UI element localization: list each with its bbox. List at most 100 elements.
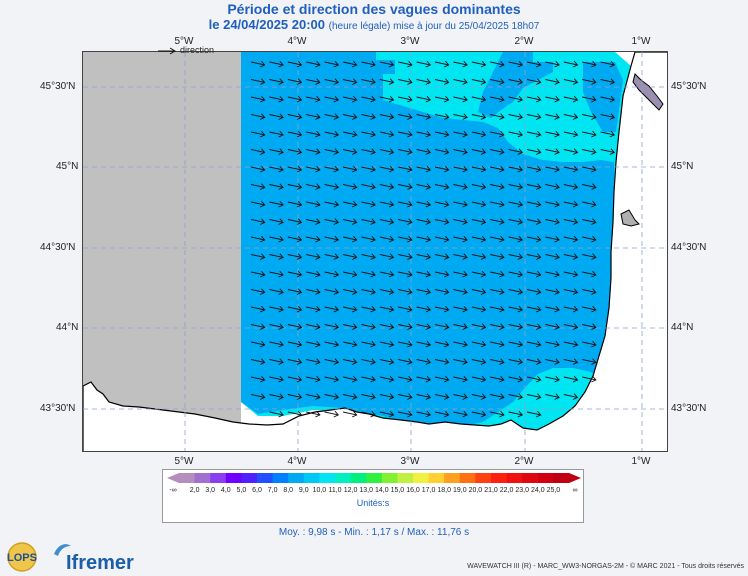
wave-direction-arrow	[250, 253, 266, 260]
wave-direction-arrow	[453, 60, 468, 68]
wave-direction-arrow	[545, 375, 560, 383]
wave-direction-arrow	[434, 288, 450, 295]
date-note: (heure légale) mise à jour du 25/04/2025…	[328, 21, 540, 32]
wave-direction-arrow	[361, 253, 376, 260]
wave-direction-arrow	[269, 358, 284, 365]
wave-direction-arrow	[563, 113, 579, 120]
wave-direction-arrow	[490, 410, 505, 418]
wave-direction-arrow	[379, 183, 395, 190]
wave-direction-arrow	[379, 200, 395, 208]
grey-zone	[83, 52, 241, 451]
lat-label-left: 45°30'N	[40, 81, 76, 92]
wave-direction-arrow	[434, 148, 450, 155]
wave-direction-arrow	[361, 183, 376, 190]
wave-direction-arrow	[398, 235, 413, 243]
wave-direction-arrow	[342, 393, 358, 400]
wave-direction-arrow	[342, 200, 358, 208]
wave-direction-arrow	[306, 148, 321, 155]
wave-direction-arrow	[306, 78, 321, 85]
wave-direction-arrow	[545, 253, 560, 260]
wave-direction-arrow	[379, 253, 395, 260]
wave-direction-arrow	[508, 78, 524, 85]
wave-direction-arrow	[361, 358, 376, 365]
lat-label-left: 44°30'N	[40, 242, 76, 253]
wave-direction-arrow	[508, 375, 524, 383]
colorbar-segment	[335, 473, 352, 483]
colorbar-segment	[350, 473, 367, 483]
wave-direction-arrow	[416, 253, 432, 260]
wave-direction-arrow	[361, 130, 376, 138]
wave-direction-arrow	[526, 375, 542, 383]
wave-direction-arrow	[453, 410, 468, 418]
wave-direction-arrow	[471, 113, 487, 120]
wave-map[interactable]	[82, 51, 668, 452]
wave-direction-arrow	[600, 78, 616, 85]
wave-direction-arrow	[342, 340, 358, 348]
colorbar-tick-label: 20,0	[468, 487, 483, 494]
wave-direction-arrow	[563, 340, 579, 348]
wave-direction-arrow	[324, 78, 340, 85]
wave-direction-arrow	[471, 288, 487, 295]
wave-direction-arrow	[250, 375, 266, 383]
wave-direction-arrow	[434, 60, 450, 68]
wave-direction-arrow	[471, 358, 487, 365]
wave-direction-arrow	[416, 60, 432, 68]
wave-direction-arrow	[361, 270, 376, 278]
wave-direction-arrow	[582, 78, 597, 85]
colorbar-segment	[366, 473, 383, 483]
wave-direction-arrow	[453, 200, 468, 208]
wave-direction-arrow	[490, 253, 505, 260]
wave-direction-arrow	[471, 130, 487, 138]
wave-direction-arrow	[250, 148, 266, 155]
wave-direction-arrow	[526, 305, 542, 313]
wave-direction-arrow	[324, 340, 340, 348]
wave-direction-arrow	[526, 253, 542, 260]
direction-arrow-icon	[158, 47, 176, 55]
wave-direction-arrow	[342, 410, 358, 418]
wave-direction-arrow	[471, 235, 487, 243]
wave-direction-arrow	[398, 60, 413, 68]
wave-direction-arrow	[398, 200, 413, 208]
wave-direction-arrow	[471, 218, 487, 225]
colorbar-tick-label: 6,0	[252, 487, 262, 494]
lat-label-right: 44°N	[671, 322, 694, 333]
wave-direction-arrow	[361, 375, 376, 383]
wave-direction-arrow	[563, 130, 579, 138]
wave-direction-arrow	[379, 78, 395, 85]
wave-direction-arrow	[306, 165, 321, 173]
wave-direction-arrow	[545, 148, 560, 155]
wave-direction-arrow	[526, 60, 542, 68]
wave-direction-arrow	[379, 393, 395, 400]
wave-direction-arrow	[508, 323, 524, 330]
wave-direction-arrow	[490, 393, 505, 400]
wave-direction-arrow	[416, 305, 432, 313]
wave-direction-arrow	[453, 375, 468, 383]
wave-direction-arrow	[342, 305, 358, 313]
colorbar-tick-label: 2,0	[189, 487, 200, 494]
colorbar-segment	[459, 473, 476, 483]
colorbar-tick-label: 4,0	[220, 487, 231, 494]
wave-direction-arrow	[379, 270, 395, 278]
wave-direction-arrow	[398, 253, 413, 260]
wave-direction-arrow	[434, 270, 450, 278]
wave-direction-arrow	[398, 270, 413, 278]
wave-direction-arrow	[526, 270, 542, 278]
wave-direction-arrow	[508, 113, 524, 120]
wave-direction-arrow	[508, 305, 524, 313]
wave-direction-arrow	[306, 410, 321, 418]
lon-label-bottom: 2°W	[514, 456, 534, 467]
lon-label-bottom: 1°W	[631, 456, 651, 467]
wave-direction-arrow	[269, 95, 284, 103]
wave-direction-arrow	[563, 305, 579, 313]
wave-direction-arrow	[471, 375, 487, 383]
wave-direction-arrow	[269, 410, 284, 418]
wave-direction-arrow	[453, 340, 468, 348]
wave-direction-arrow	[416, 375, 432, 383]
wave-direction-arrow	[600, 148, 616, 155]
wave-direction-arrow	[287, 60, 303, 68]
wave-direction-arrow	[582, 95, 597, 103]
wave-direction-arrow	[471, 253, 487, 260]
wave-direction-arrow	[508, 60, 524, 68]
colorbar-tick-label: 5,0	[236, 487, 247, 494]
colorbar-tick-label: 19,0	[452, 487, 467, 494]
